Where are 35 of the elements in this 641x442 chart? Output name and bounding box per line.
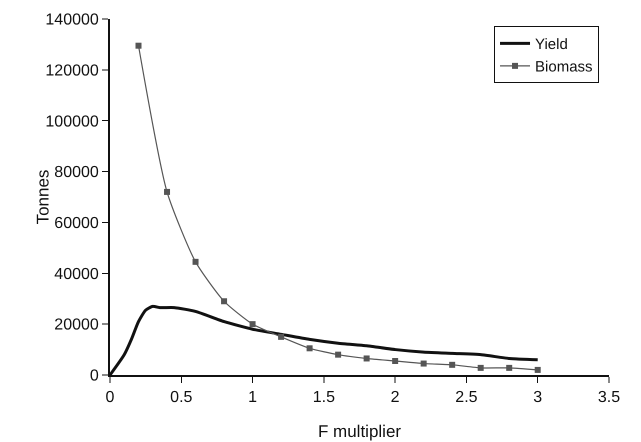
point <box>136 42 142 49</box>
x-axis-title: F multiplier <box>318 422 402 441</box>
x-tick-label: 2.5 <box>455 389 478 406</box>
y-tick-label: 60000 <box>54 215 99 232</box>
point <box>164 188 170 195</box>
point <box>221 298 228 304</box>
point <box>250 321 256 328</box>
x-tick-label: 3.5 <box>598 389 620 406</box>
legend-label: Biomass <box>535 58 593 76</box>
point <box>506 364 512 371</box>
x-tick-label: 0.5 <box>170 389 193 406</box>
legend-label: Yield <box>535 36 568 54</box>
y-tick-label: 40000 <box>54 266 99 283</box>
point <box>192 258 199 265</box>
y-tick-label: 20000 <box>54 316 99 334</box>
point <box>534 366 541 373</box>
y-tick-label: 0 <box>90 368 99 385</box>
y-tick-label: 140000 <box>45 12 99 29</box>
point <box>420 360 427 367</box>
x-tick-label: 3 <box>533 389 542 406</box>
point <box>449 362 456 368</box>
x-tick-label: 1.5 <box>312 389 336 406</box>
point <box>278 334 284 340</box>
y-axis-title: Tonnes <box>33 170 52 224</box>
x-tick-label: 0 <box>106 389 115 406</box>
point <box>364 355 370 362</box>
point <box>306 345 313 352</box>
x-tick-label: 1 <box>248 389 258 406</box>
point <box>392 358 398 364</box>
x-tick-label: 2 <box>390 389 400 406</box>
y-tick-label: 120000 <box>45 62 99 80</box>
y-tick-label: 100000 <box>45 113 99 130</box>
point <box>335 352 342 358</box>
y-tick-label: 80000 <box>54 164 99 182</box>
point <box>478 364 484 371</box>
